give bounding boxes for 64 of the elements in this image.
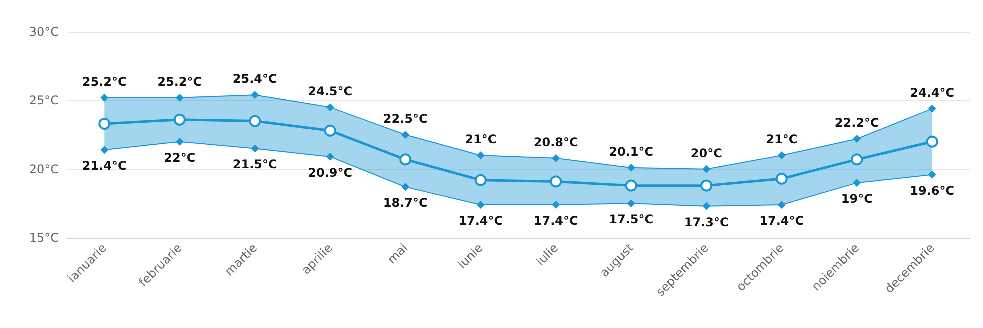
point: [251, 144, 260, 153]
point: [326, 152, 334, 161]
point: [402, 183, 410, 192]
point: [174, 114, 186, 126]
point: [928, 170, 936, 179]
data-label: 20°C: [690, 146, 723, 160]
point: [324, 124, 336, 137]
data-label: 19°C: [841, 192, 874, 206]
point: [552, 201, 560, 210]
data-label: 24.5°C: [308, 84, 353, 99]
data-label: 20.9°C: [308, 166, 353, 180]
point: [100, 146, 109, 154]
data-label: 21°C: [465, 132, 497, 147]
point: [928, 104, 936, 113]
point: [926, 136, 938, 148]
data-label: 17.3°C: [684, 215, 730, 230]
y-tick-label: 15°C: [29, 231, 59, 245]
point: [326, 104, 334, 112]
data-label: 22.2°C: [834, 116, 880, 130]
y-tick-label: 30°C: [29, 25, 59, 39]
point: [249, 115, 262, 128]
point: [853, 179, 862, 188]
data-label: 19.6°C: [910, 184, 955, 198]
point: [778, 152, 786, 160]
data-label: 17.5°C: [609, 212, 654, 227]
point: [402, 131, 410, 139]
data-label: 21.4°C: [82, 159, 128, 174]
data-label: 18.7°C: [383, 196, 428, 210]
data-label: 17.4°C: [458, 214, 504, 228]
data-label: 25.4°C: [232, 72, 278, 86]
point: [625, 180, 638, 192]
point: [776, 172, 788, 185]
data-label: 20.1°C: [609, 144, 654, 159]
point: [476, 152, 485, 160]
point: [476, 201, 485, 210]
data-label: 20.8°C: [534, 135, 579, 150]
data-label: 25.2°C: [158, 74, 202, 89]
point: [702, 165, 711, 174]
point: [251, 91, 260, 100]
point: [627, 164, 636, 172]
point: [702, 202, 711, 210]
data-label: 17.4°C: [534, 214, 579, 228]
point: [851, 154, 864, 166]
point: [700, 180, 713, 192]
point: [400, 154, 412, 166]
data-label: 21.5°C: [232, 158, 278, 172]
point: [550, 176, 562, 188]
point: [176, 138, 184, 146]
data-label: 22°C: [164, 150, 196, 165]
data-label: 21°C: [766, 132, 798, 147]
data-label: 17.4°C: [760, 214, 804, 228]
point: [474, 174, 487, 186]
data-label: 24.4°C: [910, 86, 955, 100]
y-tick-label: 20°C: [29, 162, 59, 176]
data-label: 25.2°C: [82, 74, 128, 89]
y-tick-label: 25°C: [29, 94, 59, 108]
point: [100, 94, 109, 102]
data-label: 22.5°C: [383, 112, 428, 126]
point: [627, 200, 636, 208]
point: [176, 94, 184, 102]
point: [98, 118, 111, 130]
point: [853, 135, 862, 144]
point: [552, 154, 560, 162]
point: [778, 201, 786, 210]
